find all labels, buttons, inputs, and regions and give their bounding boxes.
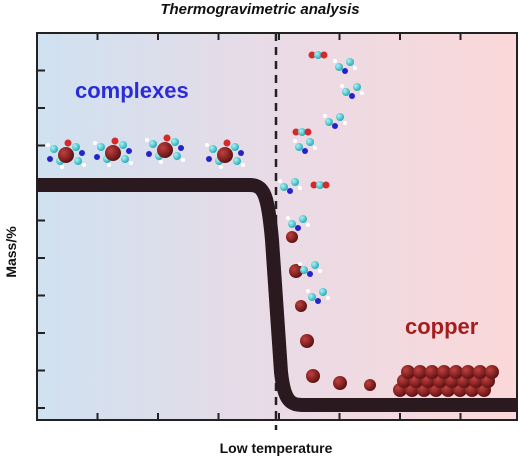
copper-atom <box>401 365 415 379</box>
y-axis-label: Mass/% <box>3 226 19 278</box>
annotation-copper: copper <box>405 314 479 339</box>
copper-pile <box>393 365 499 397</box>
mass-curve <box>37 178 517 412</box>
copper-atom <box>425 365 439 379</box>
copper-atom <box>473 365 487 379</box>
copper-atom <box>461 365 475 379</box>
falling-particles <box>286 231 376 391</box>
x-axis-label: Low temperature <box>220 440 333 456</box>
ticks <box>37 33 462 420</box>
copper-atom <box>485 365 499 379</box>
annotation-complexes: complexes <box>75 78 189 103</box>
title: Thermogravimetric analysis <box>160 1 359 18</box>
copper-atom <box>449 365 463 379</box>
copper-atom <box>437 365 451 379</box>
copper-atom <box>413 365 427 379</box>
